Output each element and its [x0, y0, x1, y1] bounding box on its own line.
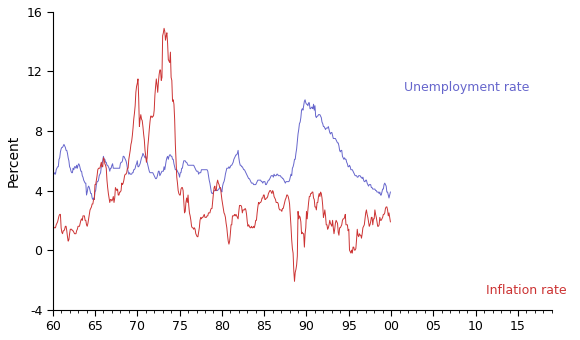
Y-axis label: Percent: Percent — [7, 135, 21, 187]
Text: Inflation rate: Inflation rate — [486, 284, 567, 297]
Text: Unemployment rate: Unemployment rate — [404, 81, 529, 95]
